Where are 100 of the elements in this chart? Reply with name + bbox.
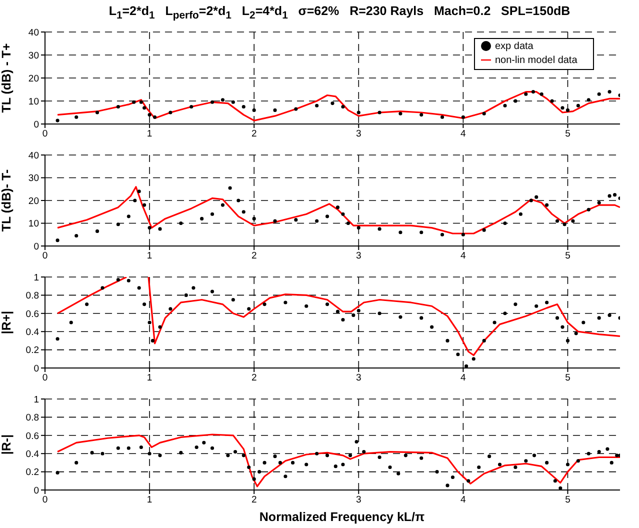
point <box>540 92 544 96</box>
point <box>553 479 557 483</box>
point <box>378 455 382 460</box>
point <box>566 108 570 112</box>
point <box>398 230 402 234</box>
point <box>514 465 518 470</box>
point <box>56 337 60 341</box>
y-tick-label: 1 <box>34 272 39 284</box>
point <box>168 307 172 311</box>
point <box>273 219 277 223</box>
y-tick-label: 0.8 <box>26 290 39 302</box>
point <box>555 316 560 320</box>
point <box>126 446 130 450</box>
point <box>378 312 382 316</box>
point <box>503 104 507 108</box>
point <box>398 112 402 116</box>
point <box>488 454 492 458</box>
point <box>158 227 162 231</box>
y-axis-title: TL (dB)- T- <box>0 169 14 232</box>
point <box>74 460 78 464</box>
point <box>356 308 360 312</box>
point <box>404 454 408 458</box>
x-tick-label: 5 <box>565 372 570 384</box>
point <box>74 115 78 119</box>
y-tick-label: 30 <box>28 50 39 62</box>
point <box>514 302 518 306</box>
x-tick-label: 1 <box>146 372 152 384</box>
point <box>440 232 444 236</box>
point <box>608 90 612 94</box>
point <box>226 454 230 458</box>
x-tick-label: 0 <box>42 494 48 506</box>
x-tick-label: 2 <box>251 128 257 140</box>
x-tick-label: 5 <box>565 250 570 262</box>
y-tick-label: 30 <box>28 173 39 184</box>
point <box>210 212 214 216</box>
y-tick-label: 1 <box>34 394 39 406</box>
point <box>430 325 434 329</box>
y-tick-label: 0.6 <box>26 308 39 320</box>
point <box>210 446 214 450</box>
point <box>247 465 251 470</box>
y-axis-title: TL (dB) - T+ <box>0 43 14 113</box>
point <box>95 229 100 233</box>
point <box>464 364 468 368</box>
point <box>450 475 455 480</box>
y-tick-label: 10 <box>28 96 39 108</box>
point <box>348 454 352 458</box>
x-tick-label: 3 <box>356 250 362 262</box>
point <box>242 454 246 458</box>
point <box>352 313 356 317</box>
point <box>503 312 507 316</box>
point <box>456 352 460 356</box>
point <box>294 218 298 222</box>
point <box>139 445 143 450</box>
point <box>356 226 360 230</box>
point <box>334 464 338 468</box>
point <box>202 440 206 444</box>
point <box>168 110 172 114</box>
y-tick-label: 0 <box>34 485 39 496</box>
point <box>210 290 214 294</box>
point <box>503 221 507 226</box>
point <box>420 230 424 234</box>
point <box>184 293 188 297</box>
point <box>150 338 154 342</box>
point <box>435 470 439 474</box>
point <box>482 338 486 342</box>
point <box>354 440 358 444</box>
point <box>74 234 78 238</box>
point <box>566 338 570 342</box>
point <box>315 452 319 456</box>
point <box>90 450 94 454</box>
y-tick-label: 10 <box>28 218 39 230</box>
point <box>200 216 204 220</box>
y-tick-label: 0 <box>34 241 39 252</box>
x-tick-label: 3 <box>356 372 362 384</box>
point <box>341 318 345 322</box>
point <box>597 450 601 454</box>
point <box>148 452 152 456</box>
point <box>126 214 130 218</box>
x-tick-label: 4 <box>460 494 466 506</box>
point <box>273 108 277 112</box>
point <box>142 106 146 110</box>
y-tick-label: 40 <box>28 27 39 38</box>
point <box>100 286 104 290</box>
x-tick-label: 1 <box>146 494 152 506</box>
point <box>545 300 549 304</box>
x-tick-label: 0 <box>42 250 48 262</box>
point <box>220 98 225 102</box>
point <box>576 459 580 463</box>
x-tick-label: 2 <box>251 494 257 506</box>
point <box>446 338 450 342</box>
point <box>325 214 330 218</box>
point <box>420 113 424 117</box>
point <box>148 226 152 230</box>
chart-title: L$_{1}$=2*d$_{1}$ L$_{perfo}$=2*d$_{1}$ L$_{2}$=4*d$_{1}$ σ=62% R=230 Rayls Mach=0.2 SPL=150dB <box>108 4 570 22</box>
point <box>420 316 424 320</box>
x-tick-label: 5 <box>565 494 570 506</box>
point <box>531 90 536 94</box>
point <box>461 232 465 236</box>
x-tick-label: 3 <box>356 128 362 140</box>
point <box>228 186 232 190</box>
